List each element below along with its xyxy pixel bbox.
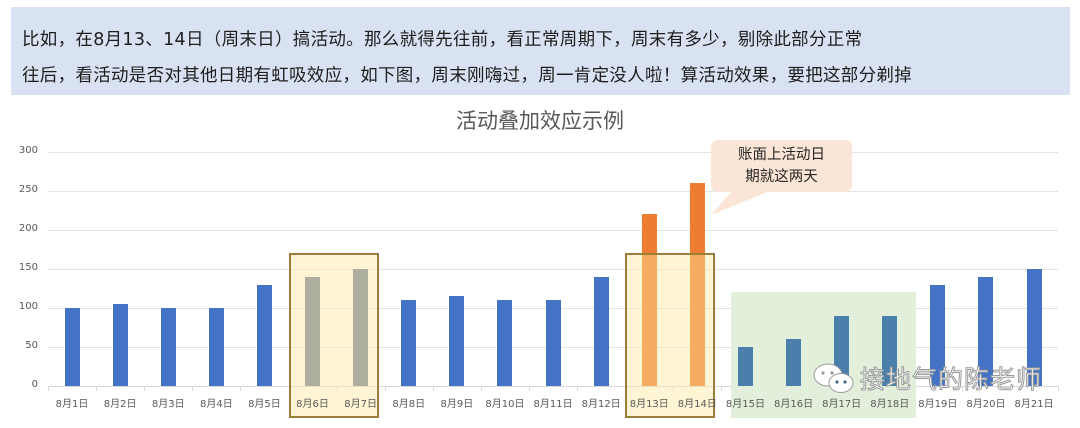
x-tick-mark bbox=[192, 386, 193, 391]
x-tick-label: 8月13日 bbox=[629, 399, 669, 410]
x-tick-mark bbox=[48, 386, 49, 391]
bar-8月19日 bbox=[930, 284, 946, 386]
x-tick-mark bbox=[962, 386, 963, 391]
gridline bbox=[48, 230, 1058, 231]
y-tick-label: 0 bbox=[31, 379, 38, 390]
x-tick-label: 8月2日 bbox=[103, 399, 137, 410]
bar-8月2日 bbox=[112, 304, 128, 386]
x-tick-label: 8月15日 bbox=[725, 399, 765, 410]
bar-8月13日 bbox=[641, 214, 657, 386]
watermark-text: 接地气的陈老师 bbox=[859, 365, 1043, 395]
x-tick-label: 8月4日 bbox=[199, 399, 233, 410]
gridline bbox=[48, 191, 1058, 192]
bar-8月3日 bbox=[160, 308, 176, 386]
x-tick-label: 8月14日 bbox=[677, 399, 717, 410]
x-tick-label: 8月11日 bbox=[533, 399, 573, 410]
bar-8月1日 bbox=[64, 308, 80, 386]
y-tick-label: 200 bbox=[18, 223, 38, 234]
x-tick-label: 8月17日 bbox=[822, 399, 862, 410]
bar-8月4日 bbox=[208, 308, 224, 386]
callout-line-2: 期就这两天 bbox=[745, 169, 818, 185]
bar-8月14日 bbox=[689, 183, 705, 386]
watermark: 接地气的陈老师 bbox=[812, 360, 1042, 396]
x-tick-mark bbox=[1010, 386, 1011, 391]
bar-8月12日 bbox=[593, 276, 609, 386]
x-tick-label: 8月5日 bbox=[248, 399, 281, 410]
x-tick-label: 8月7日 bbox=[344, 399, 377, 410]
x-tick-label: 8月18日 bbox=[870, 399, 910, 410]
x-tick-mark bbox=[673, 386, 674, 391]
bar-8月15日 bbox=[737, 347, 753, 386]
x-tick-mark bbox=[337, 386, 338, 391]
y-tick-label: 50 bbox=[25, 340, 38, 351]
x-tick-mark bbox=[433, 386, 434, 391]
y-tick-label: 300 bbox=[18, 145, 38, 156]
callout-bubble: 账面上活动日 期就这两天 bbox=[711, 140, 852, 192]
bar-8月7日 bbox=[353, 269, 369, 386]
x-tick-label: 8月16日 bbox=[774, 399, 814, 410]
bar-8月10日 bbox=[497, 300, 513, 386]
intro-line-2: 往后，看活动是否对其他日期有虹吸效应，如下图，周末刚嗨过，周一肯定没人啦！算活动… bbox=[22, 66, 912, 86]
y-tick-label: 250 bbox=[18, 184, 38, 195]
intro-line-1: 比如，在8月13、14日（周末日）搞活动。那么就得先往前，看正常周期下，周末有多… bbox=[22, 30, 863, 50]
bar-8月5日 bbox=[256, 284, 272, 386]
x-tick-mark bbox=[481, 386, 482, 391]
bar-8月9日 bbox=[449, 296, 465, 386]
x-tick-label: 8月12日 bbox=[581, 399, 621, 410]
x-tick-label: 8月10日 bbox=[485, 399, 525, 410]
x-tick-label: 8月8日 bbox=[392, 399, 426, 410]
bar-8月18日 bbox=[882, 315, 898, 386]
bar-8月21日 bbox=[1026, 269, 1042, 386]
activity-baseline-box bbox=[625, 253, 716, 418]
y-tick-label: 150 bbox=[18, 262, 38, 273]
bar-8月16日 bbox=[786, 339, 802, 386]
x-tick-mark bbox=[1058, 386, 1059, 391]
chart-title: 活动叠加效应示例 bbox=[456, 109, 624, 133]
x-tick-label: 8月20日 bbox=[966, 399, 1006, 410]
x-tick-mark bbox=[96, 386, 97, 391]
bar-8月8日 bbox=[401, 300, 417, 386]
x-tick-mark bbox=[144, 386, 145, 391]
x-axis-line bbox=[48, 386, 1058, 387]
gridline bbox=[48, 152, 1058, 153]
intro-text-box: 比如，在8月13、14日（周末日）搞活动。那么就得先往前，看正常周期下，周末有多… bbox=[11, 7, 1070, 95]
normal-weekend-box bbox=[288, 253, 379, 418]
x-tick-label: 8月1日 bbox=[55, 399, 89, 410]
x-tick-label: 8月9日 bbox=[440, 399, 474, 410]
x-tick-label: 8月6日 bbox=[296, 399, 329, 410]
x-tick-mark bbox=[577, 386, 578, 391]
x-tick-label: 8月19日 bbox=[918, 399, 958, 410]
gridline bbox=[48, 269, 1058, 270]
bar-8月20日 bbox=[978, 276, 994, 386]
x-tick-label: 8月21日 bbox=[1014, 399, 1054, 410]
x-tick-mark bbox=[385, 386, 386, 391]
wechat-icon bbox=[813, 363, 854, 393]
bar-8月11日 bbox=[545, 300, 561, 386]
x-tick-mark bbox=[529, 386, 530, 391]
bar-8月6日 bbox=[305, 276, 321, 386]
y-tick-label: 100 bbox=[18, 301, 38, 312]
x-tick-mark bbox=[240, 386, 241, 391]
x-tick-label: 8月3日 bbox=[151, 399, 185, 410]
x-tick-mark bbox=[721, 386, 722, 391]
callout-line-1: 账面上活动日 bbox=[738, 147, 825, 163]
